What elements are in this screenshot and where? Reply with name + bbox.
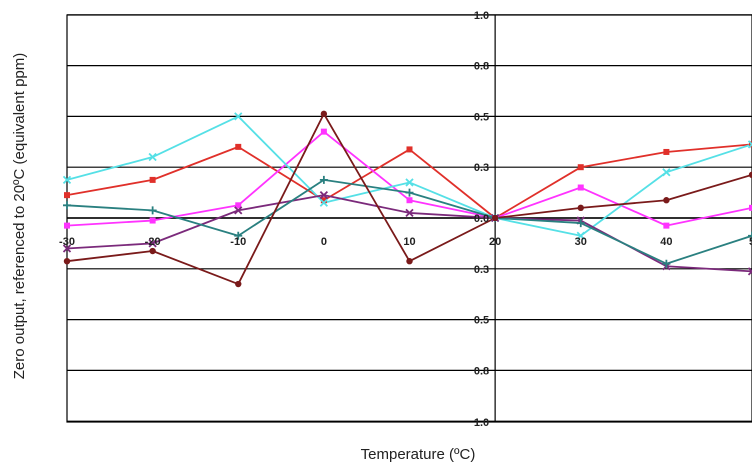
y-tick-label: 0.8 — [474, 61, 489, 73]
x-tick-label: -30 — [59, 236, 75, 248]
data-point — [234, 206, 243, 215]
data-point — [63, 201, 71, 210]
x-tick-label: 0 — [321, 236, 327, 248]
data-point — [319, 175, 328, 184]
data-points — [62, 110, 752, 288]
y-axis-title: Zero output, referenced to 20ºC (equival… — [11, 53, 28, 380]
data-point — [662, 168, 671, 177]
data-point — [405, 178, 414, 187]
data-point — [406, 146, 413, 153]
y-tick-label: 0.8 — [474, 365, 489, 377]
data-point — [64, 222, 70, 229]
data-point — [148, 152, 157, 162]
x-tick-label: -10 — [230, 236, 246, 248]
y-tick-label: 0.3 — [474, 264, 489, 276]
data-point — [148, 206, 157, 215]
data-point — [63, 257, 71, 265]
data-point — [663, 222, 670, 229]
data-point — [62, 244, 72, 253]
data-point — [319, 198, 329, 207]
data-point — [577, 204, 584, 212]
data-point — [748, 231, 752, 240]
data-point — [405, 208, 414, 218]
data-point — [149, 176, 156, 183]
data-point — [749, 204, 752, 211]
x-tick-label: 10 — [403, 236, 415, 248]
data-point — [235, 280, 242, 288]
y-tick-label: 1.0 — [474, 417, 489, 429]
data-point — [149, 247, 156, 255]
x-tick-label: 20 — [489, 236, 501, 248]
data-point — [235, 143, 242, 150]
x-axis-title: Temperature (ºC) — [361, 446, 476, 463]
data-point — [148, 239, 157, 248]
data-point — [319, 191, 329, 200]
data-point — [234, 231, 243, 240]
data-point — [576, 219, 585, 228]
data-point — [491, 214, 499, 222]
x-tick-label: -20 — [145, 236, 161, 248]
data-point — [663, 148, 670, 155]
y-tick-label: 1.0 — [474, 10, 489, 22]
x-tick-label: 5 — [749, 236, 752, 248]
data-point — [405, 188, 414, 197]
x-tick-labels: -30 -20 -10 0 10 20 30 40 5 — [59, 236, 752, 248]
y-tick-label: 0.0 — [474, 213, 489, 225]
y-tick-label: 0.5 — [474, 315, 489, 327]
data-point — [406, 257, 413, 265]
data-point — [748, 171, 752, 179]
y-tick-label: 0.3 — [474, 162, 489, 174]
data-point — [320, 110, 328, 118]
x-tick-label: 30 — [575, 236, 587, 248]
data-point — [62, 175, 72, 185]
x-tick-label: 40 — [660, 236, 672, 248]
data-point — [747, 140, 752, 149]
data-point — [234, 112, 243, 121]
data-point — [64, 192, 70, 199]
data-point — [406, 197, 413, 204]
data-point — [749, 141, 752, 148]
data-point — [235, 202, 242, 209]
series-line — [66, 130, 752, 227]
data-point — [576, 231, 585, 240]
y-tick-label: 0.5 — [474, 111, 489, 123]
data-point — [747, 267, 752, 276]
data-point — [149, 217, 156, 224]
data-point — [577, 184, 584, 191]
data-point — [320, 197, 327, 204]
data-point — [577, 164, 584, 171]
data-point — [663, 197, 670, 204]
y-tick-labels: 1.0 0.8 0.5 0.3 0.0 0.3 0.5 0.8 1.0 — [474, 10, 489, 429]
data-point — [662, 259, 671, 268]
data-point — [320, 128, 327, 135]
